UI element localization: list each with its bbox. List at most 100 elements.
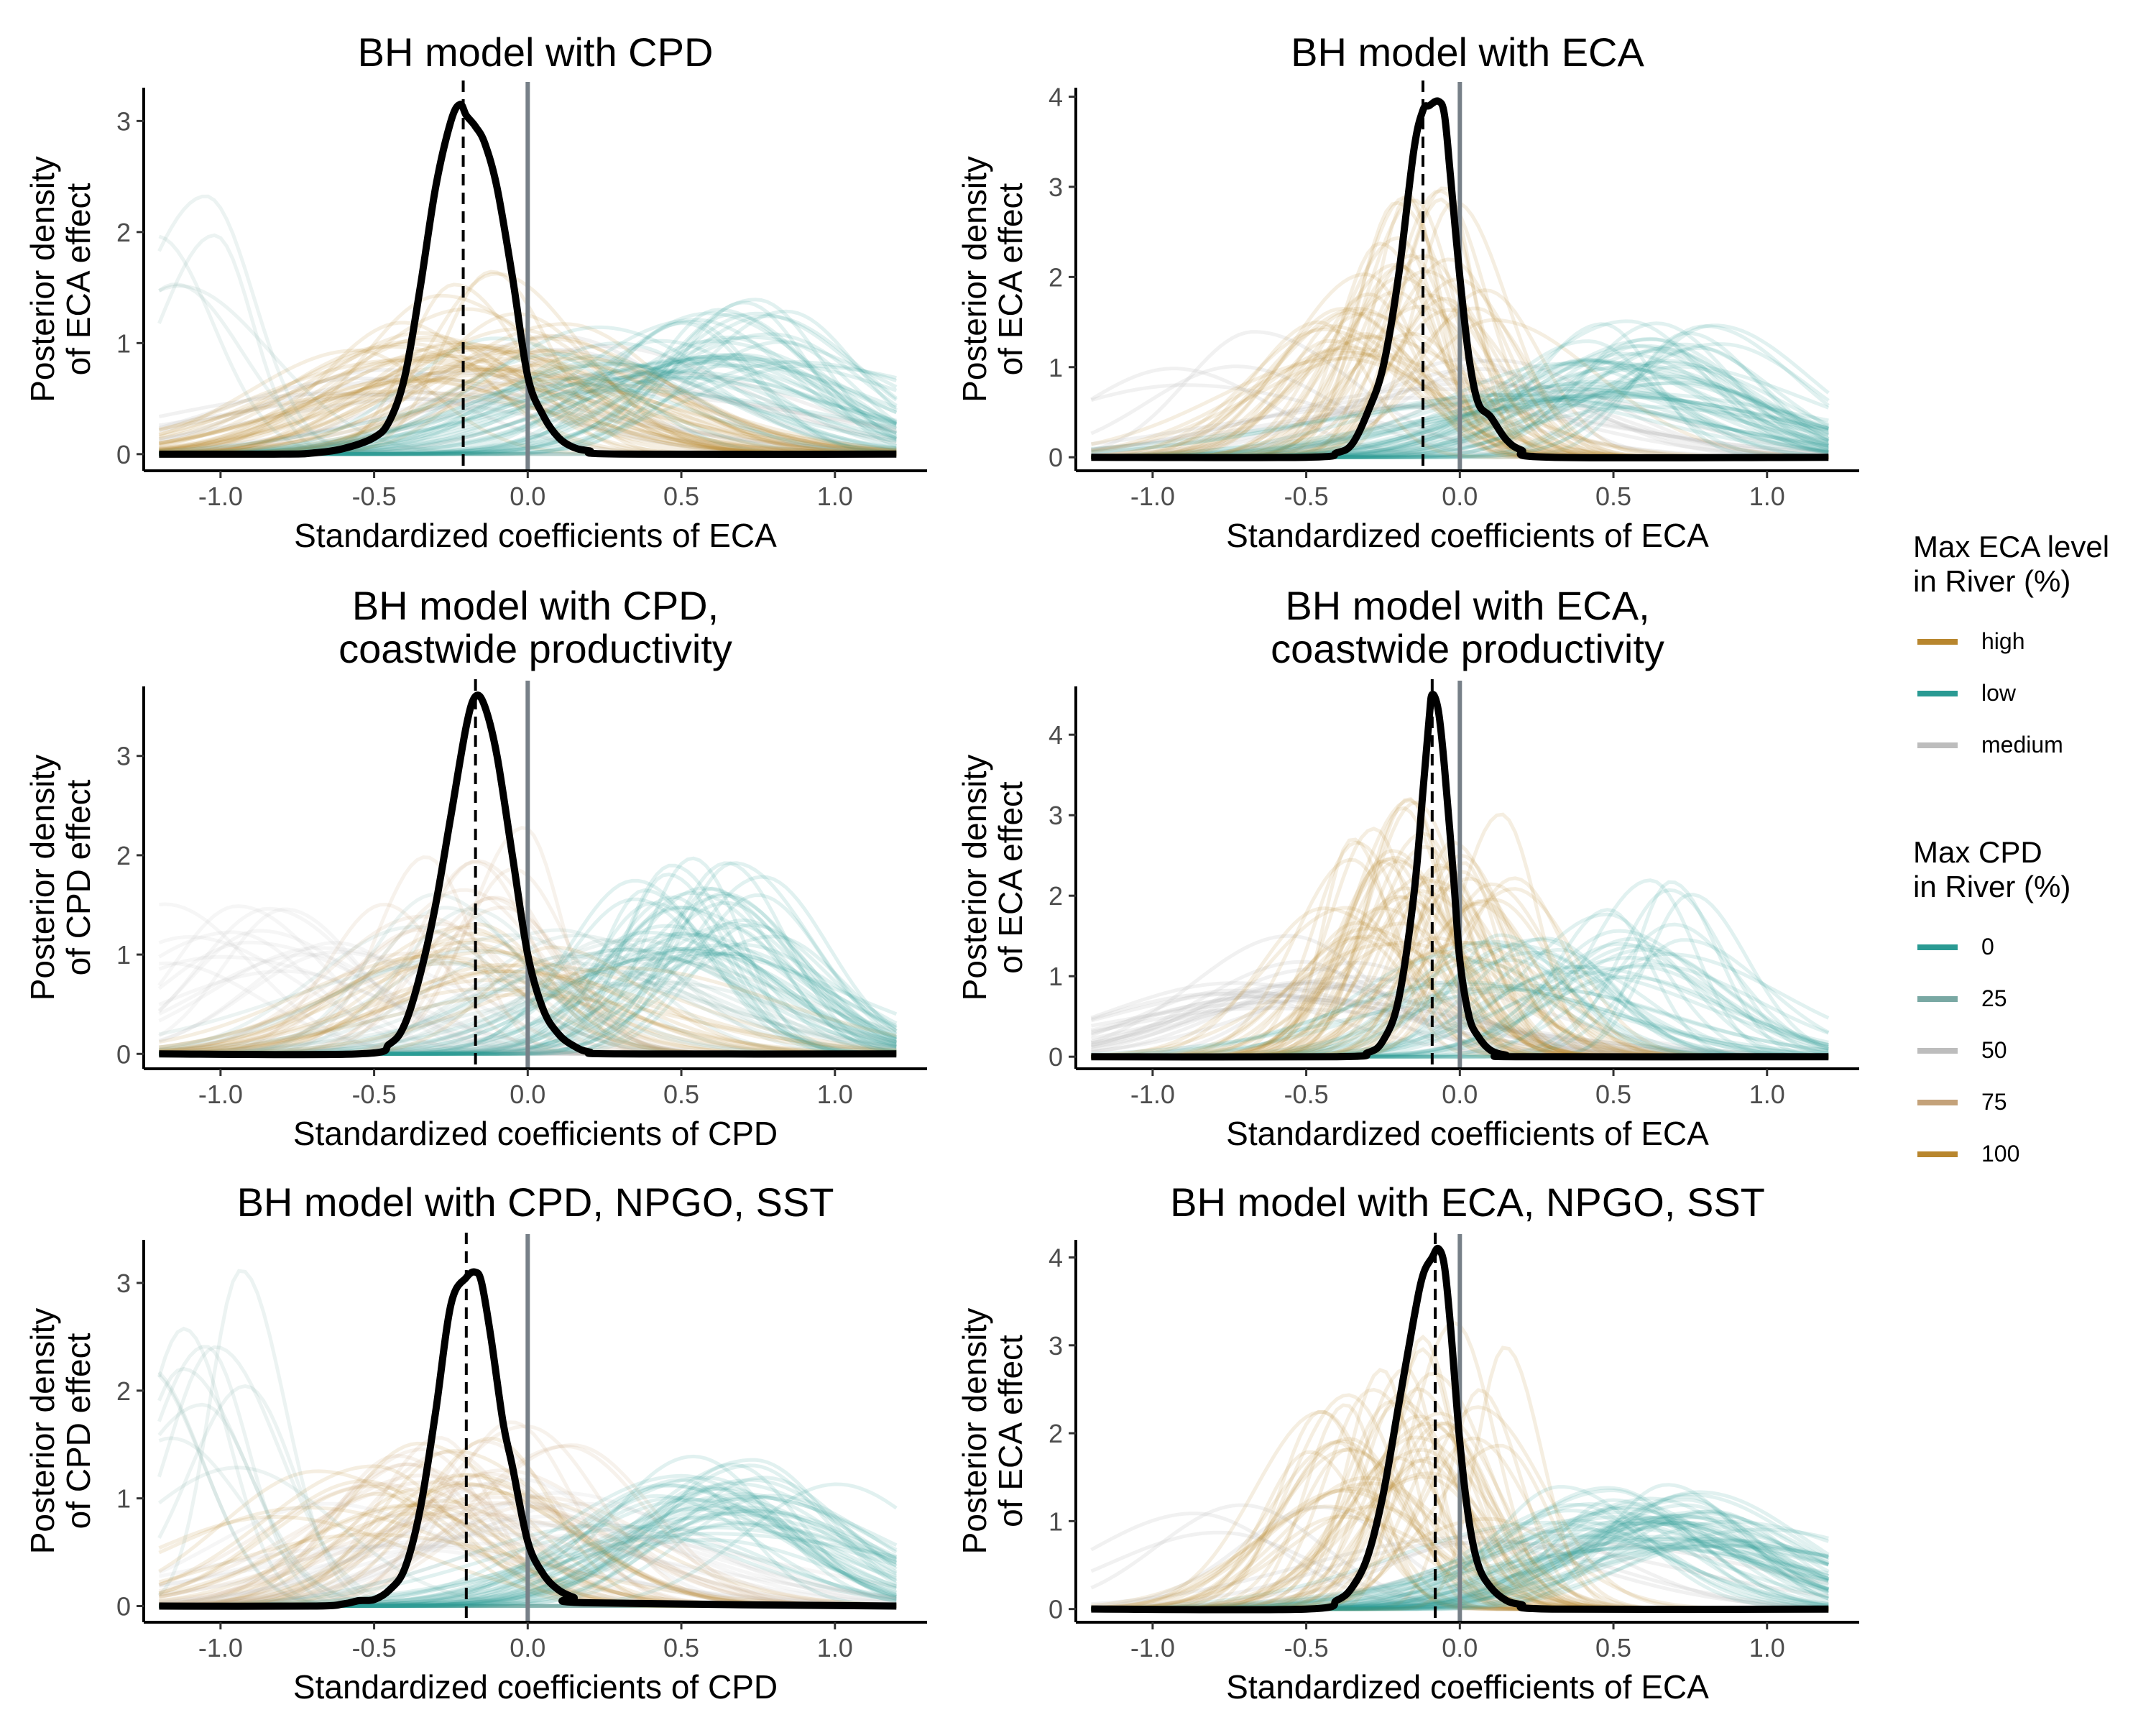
y-tick-label: 3 bbox=[116, 1269, 131, 1298]
legend-label: 50 bbox=[1981, 1037, 2007, 1063]
y-axis-label: of CPD effect bbox=[60, 779, 97, 975]
legend-title: in River (%) bbox=[1913, 870, 2070, 903]
y-tick-label: 3 bbox=[116, 106, 131, 136]
x-tick-label: 0.5 bbox=[1595, 1633, 1631, 1662]
legend-label: 0 bbox=[1981, 934, 1994, 960]
y-axis-label: Posterior density bbox=[956, 755, 993, 1001]
y-axis-label: of CPD effect bbox=[60, 1333, 97, 1529]
x-tick-label: -0.5 bbox=[1284, 1633, 1329, 1662]
y-tick-label: 2 bbox=[1049, 262, 1063, 292]
y-tick-label: 1 bbox=[1049, 962, 1063, 991]
y-tick-label: 2 bbox=[1049, 1419, 1063, 1448]
x-tick-label: 0.0 bbox=[510, 1633, 545, 1662]
y-tick-label: 0 bbox=[116, 1039, 131, 1069]
chart-panel-5: BH model with CPD, NPGO, SST -1.0 -0.5 0.0 0… bbox=[24, 1179, 927, 1706]
legend-label: medium bbox=[1981, 732, 2063, 758]
x-tick-label: -1.0 bbox=[1130, 482, 1175, 511]
legend-item: medium bbox=[1917, 732, 2063, 758]
y-tick-label: 2 bbox=[116, 218, 131, 247]
x-tick-label: 0.5 bbox=[1595, 482, 1631, 511]
y-axis-label: Posterior density bbox=[24, 1308, 61, 1555]
x-axis-label: Standardized coefficients of ECA bbox=[294, 517, 777, 554]
x-tick-label: 0.0 bbox=[1442, 1080, 1478, 1109]
x-tick-label: 0.5 bbox=[663, 1633, 699, 1662]
x-tick-label: 0.5 bbox=[1595, 1080, 1631, 1109]
legend-title: Max ECA level bbox=[1913, 530, 2109, 564]
x-tick-label: 0.5 bbox=[663, 1080, 699, 1109]
chart-panel-2: BH model with ECA -1.0 -0.5 0.0 0.5 1.0 0 1 2 3 4 S… bbox=[956, 29, 1859, 554]
y-tick-label: 4 bbox=[1049, 1243, 1063, 1272]
x-tick-label: -0.5 bbox=[1284, 1080, 1329, 1109]
y-axis-label: of ECA effect bbox=[992, 183, 1029, 375]
legend-item: 75 bbox=[1917, 1089, 2007, 1115]
legend-item: 25 bbox=[1917, 985, 2007, 1011]
y-tick-label: 0 bbox=[1049, 1042, 1063, 1072]
y-tick-label: 1 bbox=[1049, 1506, 1063, 1536]
posterior-curve bbox=[159, 1268, 897, 1610]
legend-item: low bbox=[1917, 680, 2017, 706]
panel-title: BH model with CPD, NPGO, SST bbox=[237, 1179, 834, 1225]
x-tick-label: 1.0 bbox=[817, 1080, 853, 1109]
panel-title: BH model with ECA bbox=[1291, 29, 1644, 75]
y-tick-label: 1 bbox=[116, 1484, 131, 1514]
x-axis-label: Standardized coefficients of CPD bbox=[293, 1115, 778, 1152]
y-axis-label: Posterior density bbox=[24, 156, 61, 402]
y-tick-label: 1 bbox=[1049, 353, 1063, 382]
panel-title: BH model with CPD bbox=[358, 29, 714, 75]
posterior-curve bbox=[1091, 97, 1829, 461]
y-tick-label: 0 bbox=[116, 1592, 131, 1622]
x-tick-label: 1.0 bbox=[817, 482, 853, 511]
chart-panel-1: BH model with CPD -1.0 -0.5 0.0 0.5 1.0 0 1 2 3 St… bbox=[24, 29, 927, 554]
legend-title: in River (%) bbox=[1913, 564, 2070, 598]
x-tick-label: -0.5 bbox=[352, 1633, 397, 1662]
y-axis-label: Posterior density bbox=[24, 755, 61, 1001]
y-tick-label: 0 bbox=[116, 440, 131, 469]
panel-title: BH model with CPD, bbox=[352, 583, 719, 628]
y-tick-label: 0 bbox=[1049, 1595, 1063, 1624]
panel-title: coastwide productivity bbox=[338, 626, 732, 671]
y-tick-label: 2 bbox=[1049, 881, 1063, 911]
x-axis-label: Standardized coefficients of ECA bbox=[1226, 1668, 1709, 1706]
y-axis-label: Posterior density bbox=[956, 1308, 993, 1555]
y-tick-label: 1 bbox=[116, 940, 131, 970]
x-tick-label: -0.5 bbox=[1284, 482, 1329, 511]
x-tick-label: -1.0 bbox=[1130, 1080, 1175, 1109]
x-axis-label: Standardized coefficients of ECA bbox=[1226, 517, 1709, 554]
chart-panel-6: BH model with ECA, NPGO, SST -1.0 -0.5 0.0 0… bbox=[956, 1179, 1859, 1706]
panel-title: coastwide productivity bbox=[1271, 626, 1664, 671]
x-tick-label: 1.0 bbox=[1749, 482, 1785, 511]
legend-label: 100 bbox=[1981, 1141, 2019, 1167]
y-axis-label: of ECA effect bbox=[992, 781, 1029, 974]
x-tick-label: -0.5 bbox=[352, 482, 397, 511]
x-tick-label: 0.0 bbox=[510, 1080, 545, 1109]
y-tick-label: 3 bbox=[1049, 801, 1063, 830]
y-tick-label: 2 bbox=[116, 841, 131, 870]
posterior-curve bbox=[1091, 690, 1829, 1061]
legend-label: 75 bbox=[1981, 1089, 2007, 1115]
y-axis-label: Posterior density bbox=[956, 156, 993, 402]
x-tick-label: 0.0 bbox=[1442, 1633, 1478, 1662]
x-tick-label: 1.0 bbox=[817, 1633, 853, 1662]
y-tick-label: 1 bbox=[116, 328, 131, 358]
x-tick-label: -1.0 bbox=[198, 482, 243, 511]
legend-title: Max CPD bbox=[1913, 835, 2042, 869]
chart-panel-3: BH model with CPD,coastwide productivity… bbox=[24, 583, 927, 1152]
posterior-curve bbox=[159, 691, 897, 1059]
x-axis-label: Standardized coefficients of CPD bbox=[293, 1668, 778, 1706]
y-axis-label: of ECA effect bbox=[60, 183, 97, 375]
legend-label: low bbox=[1981, 680, 2017, 706]
legend-label: high bbox=[1981, 628, 2025, 654]
x-tick-label: -1.0 bbox=[198, 1080, 243, 1109]
y-tick-label: 0 bbox=[1049, 443, 1063, 472]
x-tick-label: 1.0 bbox=[1749, 1633, 1785, 1662]
y-tick-label: 4 bbox=[1049, 720, 1063, 750]
y-tick-label: 2 bbox=[116, 1376, 131, 1406]
legend-item: 50 bbox=[1917, 1037, 2007, 1063]
x-tick-label: 0.5 bbox=[663, 482, 699, 511]
x-tick-label: -1.0 bbox=[198, 1633, 243, 1662]
x-tick-label: -1.0 bbox=[1130, 1633, 1175, 1662]
posterior-curve bbox=[159, 101, 897, 459]
posterior-curve bbox=[1091, 1244, 1829, 1614]
